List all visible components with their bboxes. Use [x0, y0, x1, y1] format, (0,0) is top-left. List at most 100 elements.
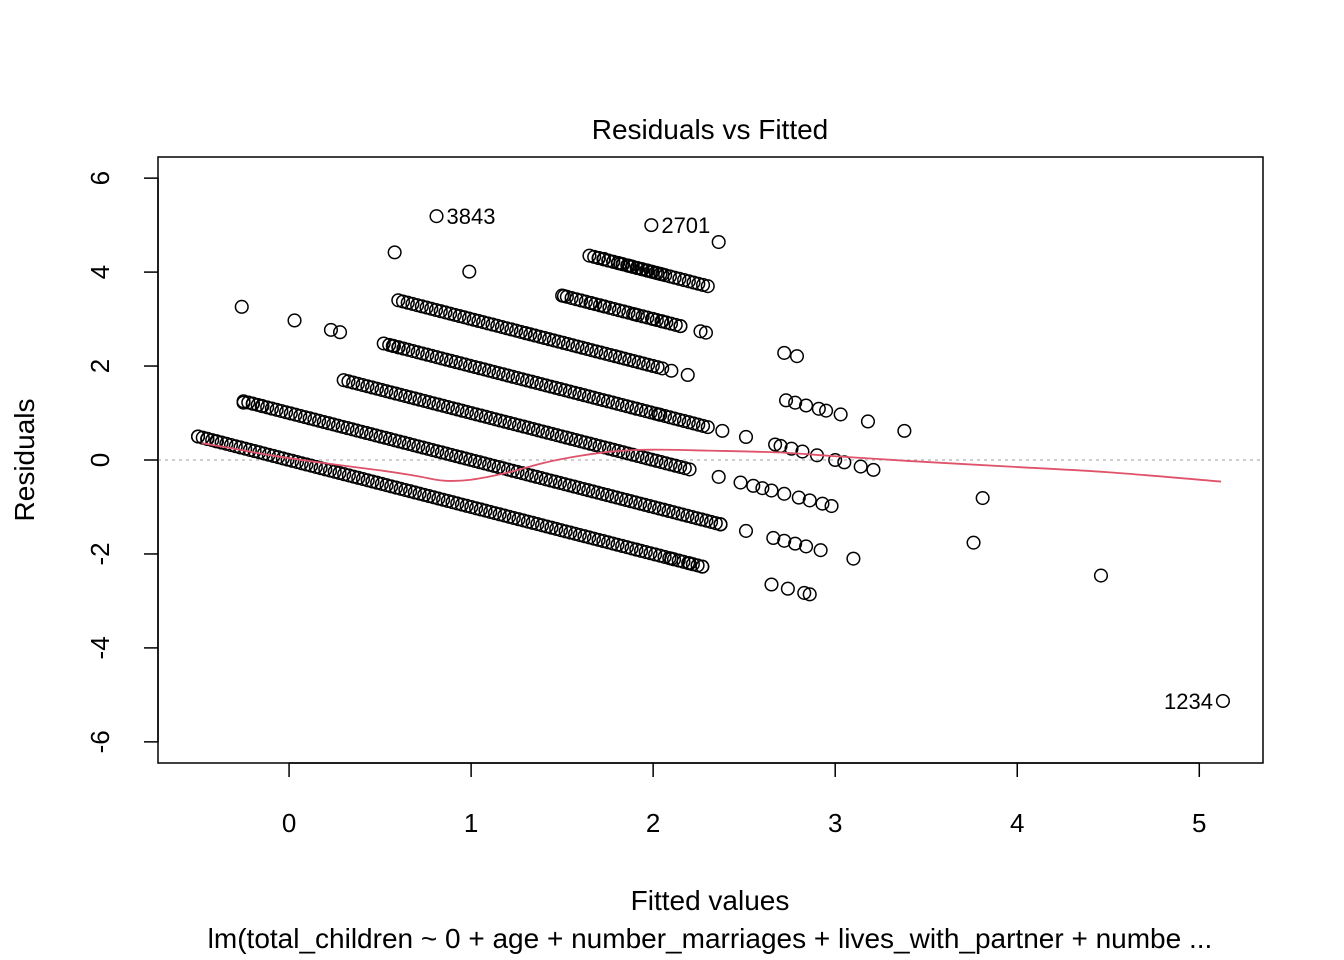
data-point: [846, 551, 861, 566]
data-point: [254, 398, 269, 414]
y-tick-label: 6: [85, 171, 115, 185]
data-point: [791, 490, 806, 505]
data-point: [627, 307, 643, 322]
data-point: [813, 543, 828, 558]
data-point: [385, 338, 400, 353]
data-point: [527, 328, 542, 343]
data-point: [323, 322, 338, 337]
x-axis-title: Fitted values: [631, 885, 790, 916]
data-point: [700, 420, 715, 435]
data-point: [518, 326, 533, 341]
data-point: [1215, 693, 1231, 709]
x-tick-label: 1: [464, 808, 478, 838]
data-point: [966, 535, 981, 550]
data-point: [644, 218, 659, 233]
data-point: [755, 481, 770, 496]
data-point: [777, 345, 792, 360]
data-point: [236, 395, 251, 410]
data-point: [746, 478, 761, 493]
data-point: [802, 587, 817, 602]
data-point: [815, 496, 830, 511]
data-point: [462, 264, 477, 279]
data-point: [1093, 568, 1109, 583]
data-point: [651, 407, 666, 422]
data-point: [811, 401, 826, 416]
point-id-label: 2701: [661, 213, 710, 238]
smoother-line: [201, 442, 1222, 483]
data-point: [682, 462, 697, 477]
data-point: [788, 395, 803, 410]
chart-title: Residuals vs Fitted: [592, 114, 829, 145]
data-point: [828, 452, 843, 468]
y-axis: -6 -4 -2 0 2 4 6: [85, 171, 159, 753]
data-point: [788, 536, 803, 551]
data-point: [584, 296, 599, 311]
y-tick-label: 0: [85, 453, 115, 467]
data-point: [245, 396, 260, 411]
data-point: [622, 258, 637, 274]
data-point: [777, 486, 792, 501]
data-point: [824, 498, 839, 514]
data-point: [680, 367, 695, 383]
data-point: [664, 551, 679, 566]
data-point: [287, 313, 302, 328]
x-tick-label: 0: [282, 808, 296, 838]
data-point: [780, 581, 795, 596]
data-point: [833, 407, 848, 422]
data-point: [860, 414, 876, 429]
data-point: [764, 577, 779, 592]
data-point: [655, 361, 670, 376]
y-tick-label: -6: [85, 730, 115, 753]
data-point: [655, 314, 670, 329]
data-point: [799, 539, 814, 554]
data-point: [429, 209, 444, 224]
residual-points: [190, 209, 1231, 709]
data-point: [715, 423, 730, 438]
x-tick-label: 4: [1010, 808, 1024, 838]
data-point: [711, 469, 726, 484]
data-point: [391, 340, 406, 355]
data-point: [673, 319, 688, 334]
y-tick-label: -4: [85, 636, 115, 659]
data-point: [698, 325, 713, 340]
data-point: [596, 299, 612, 314]
data-point: [853, 459, 868, 474]
data-point: [777, 533, 792, 548]
y-tick-label: 2: [85, 359, 115, 373]
data-point: [200, 431, 215, 446]
data-point: [738, 523, 754, 538]
data-point: [784, 441, 799, 456]
data-point: [713, 517, 728, 532]
data-point: [376, 336, 391, 351]
data-point: [778, 393, 794, 408]
x-tick-label: 5: [1192, 808, 1206, 838]
data-point: [733, 475, 748, 490]
data-point: [789, 349, 805, 364]
data-point: [332, 325, 348, 340]
data-point: [711, 234, 726, 250]
point-id-label: 1234: [1164, 689, 1213, 714]
x-axis: 0 1 2 3 4 5: [282, 762, 1207, 838]
y-axis-title: Residuals: [9, 399, 40, 522]
data-point: [234, 299, 249, 314]
data-point: [819, 403, 834, 418]
data-point: [764, 483, 779, 498]
data-point: [613, 256, 628, 271]
data-point: [655, 267, 670, 282]
data-point: [975, 491, 990, 506]
x-tick-label: 3: [828, 808, 842, 838]
data-point: [664, 363, 679, 378]
data-point: [768, 437, 783, 452]
data-point: [695, 559, 710, 574]
data-point: [897, 423, 912, 438]
data-point: [640, 263, 655, 278]
data-point: [795, 444, 810, 459]
data-point: [556, 289, 572, 304]
data-point: [693, 324, 708, 339]
data-point: [190, 429, 206, 444]
data-point: [596, 251, 612, 266]
y-tick-label: -2: [85, 542, 115, 565]
data-point: [797, 585, 812, 600]
x-tick-label: 2: [646, 808, 660, 838]
